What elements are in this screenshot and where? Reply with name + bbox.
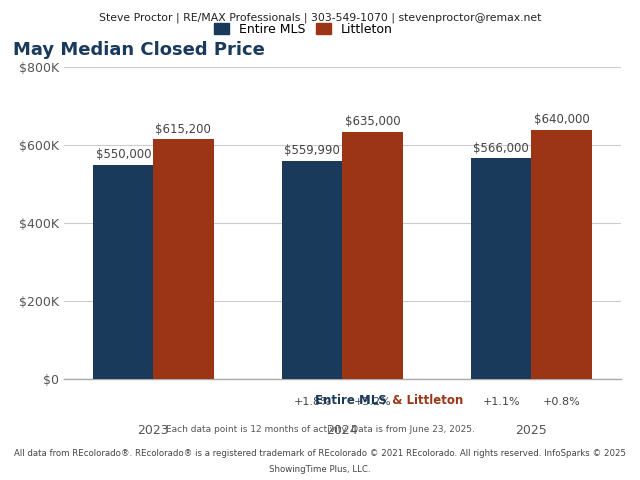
Text: +0.8%: +0.8% (543, 397, 580, 407)
Text: May Median Closed Price: May Median Closed Price (13, 41, 265, 59)
Legend: Entire MLS, Littleton: Entire MLS, Littleton (211, 19, 396, 39)
Text: $559,990: $559,990 (284, 144, 340, 157)
Text: $635,000: $635,000 (345, 115, 400, 128)
Text: $566,000: $566,000 (474, 142, 529, 155)
Text: +1.1%: +1.1% (483, 397, 520, 407)
Text: +1.8%: +1.8% (294, 397, 332, 407)
Text: +3.2%: +3.2% (353, 397, 391, 407)
Bar (154, 139, 214, 379)
Text: & Littleton: & Littleton (388, 394, 463, 408)
Text: Steve Proctor | RE/MAX Professionals | 303-549-1070 | stevenproctor@remax.net: Steve Proctor | RE/MAX Professionals | 3… (99, 13, 541, 23)
Bar (282, 161, 342, 379)
Text: Entire MLS: Entire MLS (315, 394, 387, 408)
Bar (531, 130, 591, 379)
Text: $550,000: $550,000 (95, 148, 151, 161)
Text: ShowingTime Plus, LLC.: ShowingTime Plus, LLC. (269, 465, 371, 474)
Text: $640,000: $640,000 (534, 113, 589, 126)
Bar (342, 132, 403, 379)
Text: All data from REcolorado®. REcolorado® is a registered trademark of REcolorado ©: All data from REcolorado®. REcolorado® i… (14, 449, 626, 458)
Text: $615,200: $615,200 (156, 123, 211, 136)
Bar (93, 165, 154, 379)
Bar (471, 158, 531, 379)
Text: Each data point is 12 months of activity. Data is from June 23, 2025.: Each data point is 12 months of activity… (166, 425, 474, 434)
